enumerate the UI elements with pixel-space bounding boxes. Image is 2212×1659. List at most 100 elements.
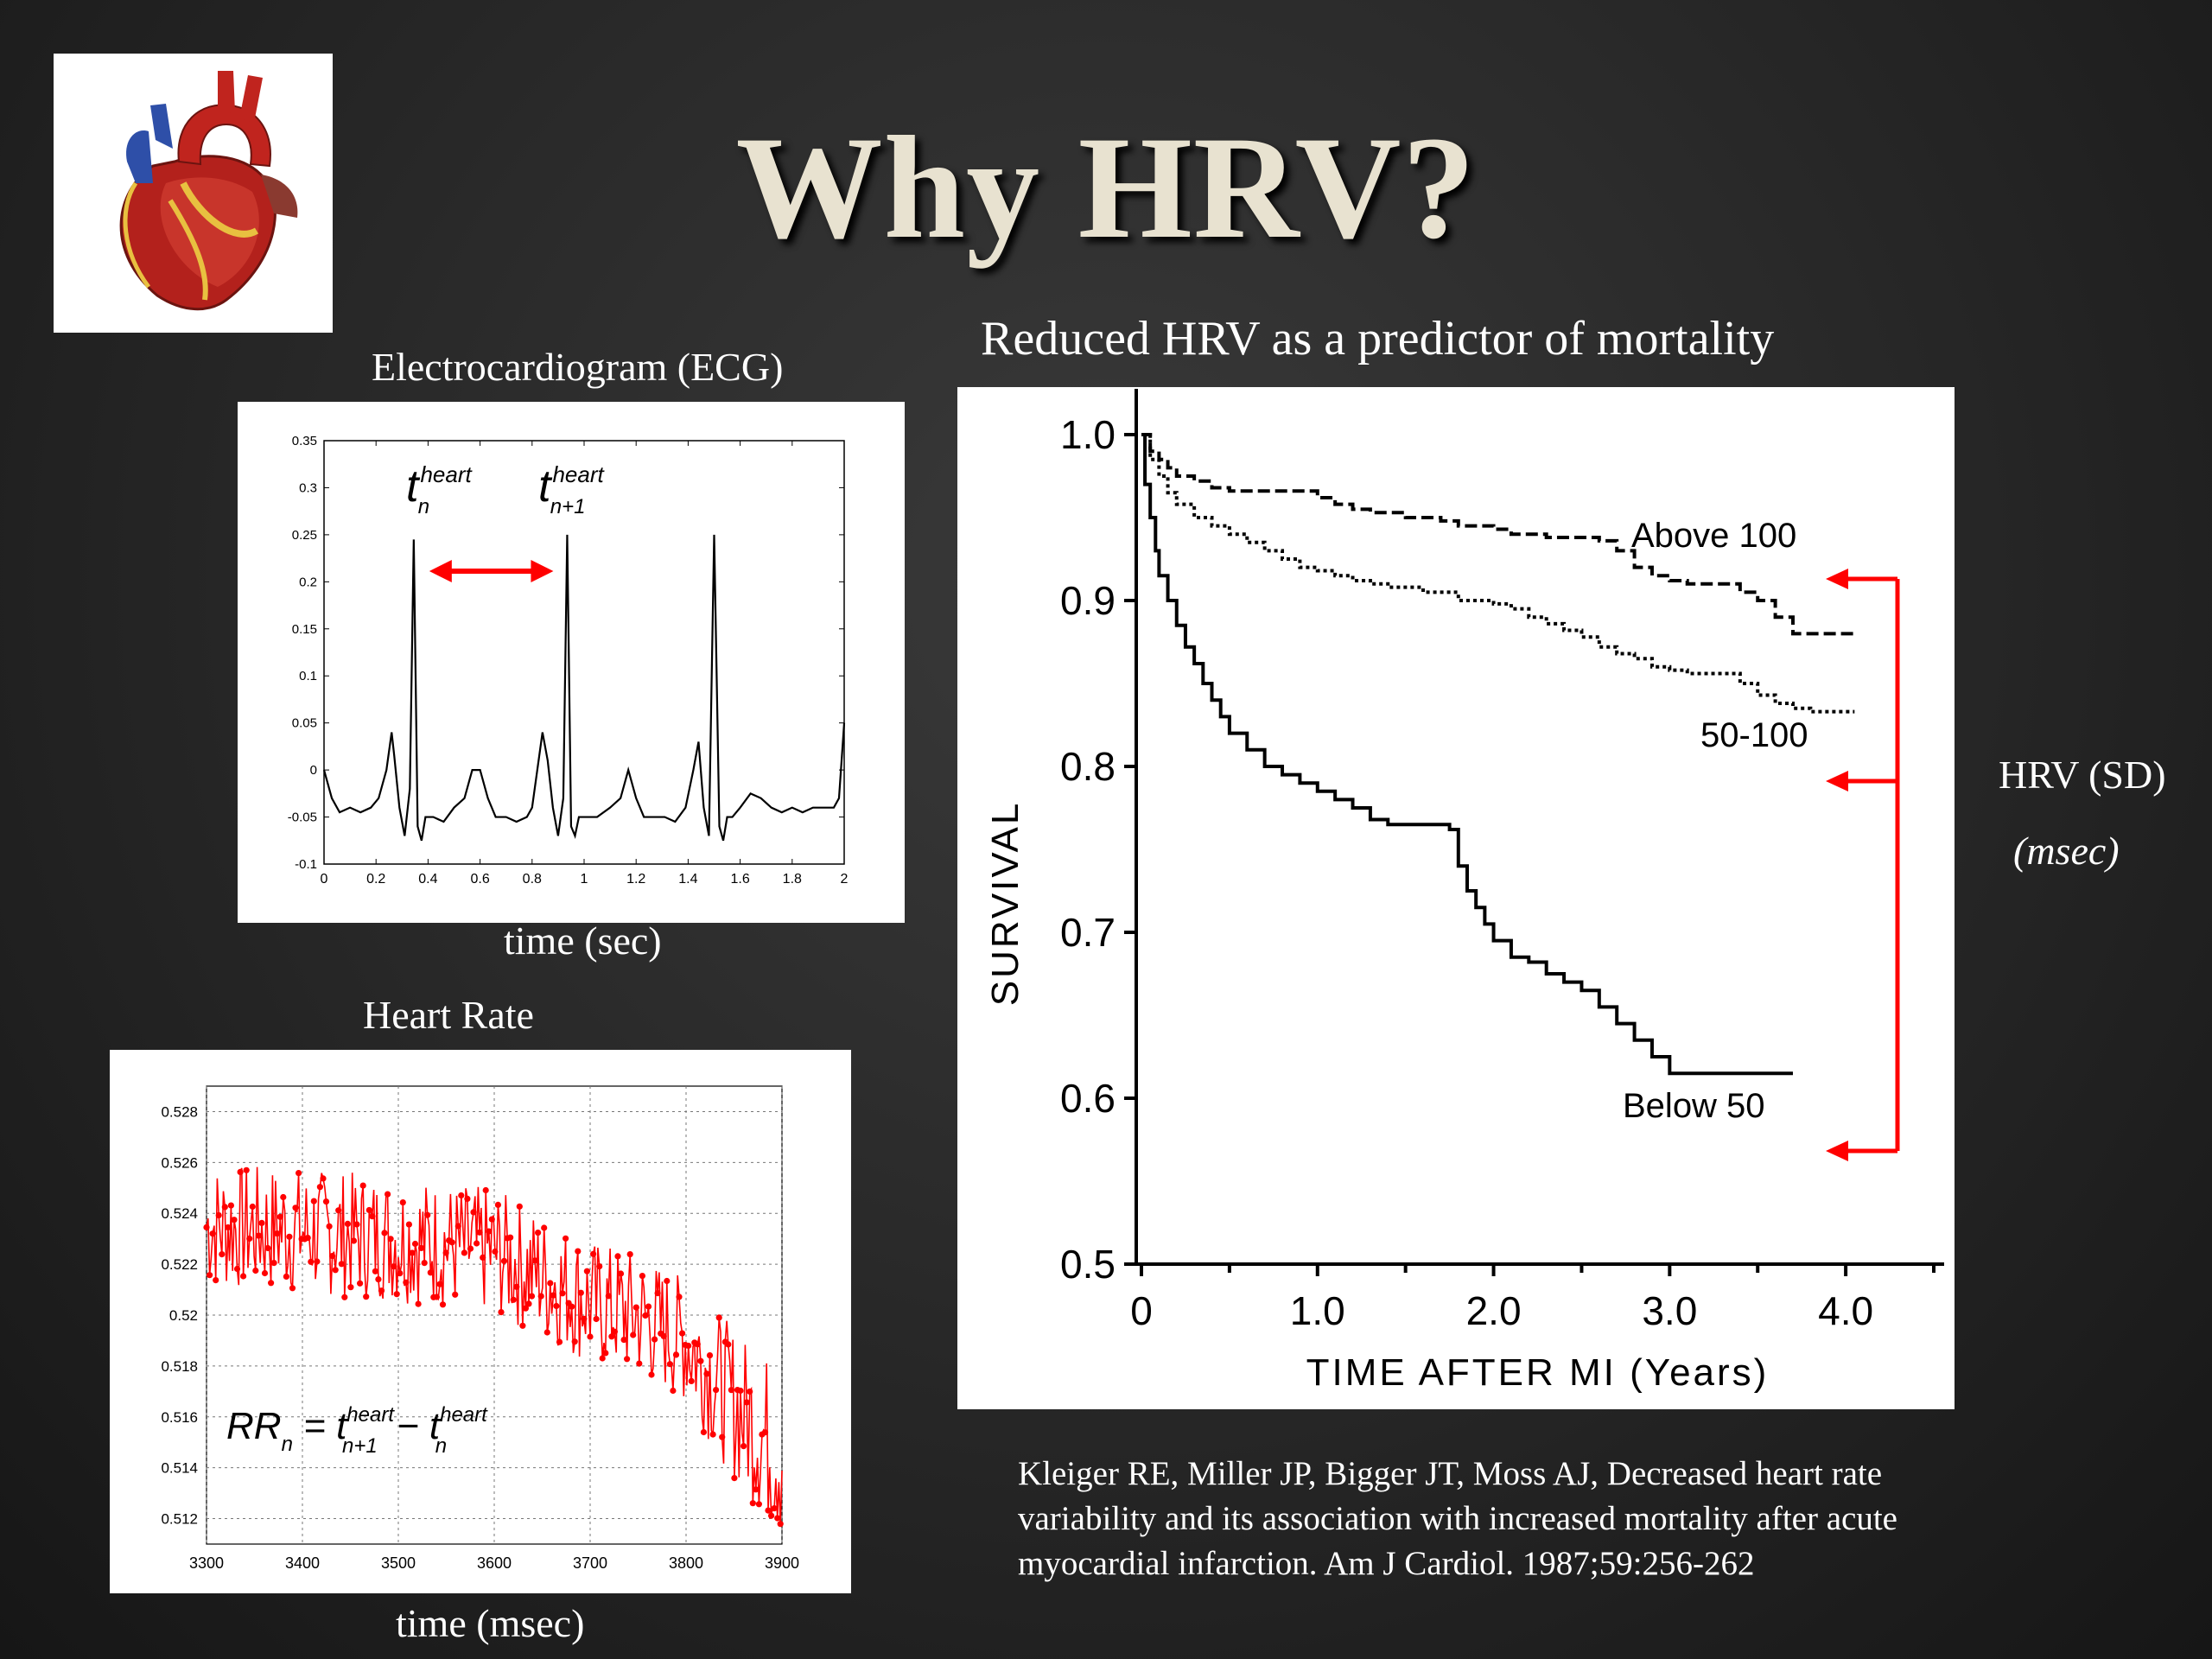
rr-series-point — [322, 1198, 330, 1205]
rr-series-point — [310, 1198, 317, 1205]
rr-series-point — [706, 1352, 714, 1359]
rr-series-point — [519, 1322, 526, 1329]
rr-series-point — [507, 1234, 514, 1241]
rr-series-point — [403, 1279, 410, 1286]
rr-series-point — [587, 1333, 594, 1340]
hr-x-tick-label: 3300 — [189, 1554, 224, 1572]
rr-series-point — [676, 1294, 683, 1300]
rr-series-point — [688, 1377, 695, 1384]
ecg-x-tick-label: 0.8 — [523, 872, 542, 887]
rr-series-point — [624, 1356, 631, 1363]
formula-lhs: RR — [226, 1405, 282, 1447]
rr-series-point — [243, 1166, 250, 1173]
rr-series-point — [258, 1219, 265, 1226]
hrv-bracket-arrow-head — [1826, 569, 1848, 589]
ecg-y-tick-label: 0.25 — [292, 528, 317, 543]
rr-series-point — [283, 1273, 289, 1280]
ecg-x-tick-label: 1.2 — [626, 872, 645, 887]
rr-series-point — [500, 1257, 508, 1264]
formula-sub2: n — [435, 1434, 447, 1458]
hr-y-tick-label: 0.514 — [161, 1460, 198, 1477]
km-y-axis-label: SURVIVAL — [984, 801, 1027, 1007]
rr-series-point — [409, 1249, 416, 1256]
rr-series-point — [614, 1253, 621, 1260]
rr-series-point — [590, 1250, 597, 1257]
rr-series-point — [492, 1248, 499, 1255]
rr-series-point — [237, 1168, 244, 1175]
rr-series-point — [569, 1303, 575, 1310]
km-y-tick-label: 0.5 — [1060, 1242, 1116, 1287]
hr-x-tick-label: 3400 — [285, 1554, 320, 1572]
km-y-tick-label: 0.9 — [1060, 578, 1116, 623]
rr-series-point — [452, 1291, 459, 1298]
hr-y-tick-label: 0.524 — [161, 1205, 198, 1222]
rr-series-point — [448, 1239, 455, 1246]
rr-series-point — [608, 1333, 615, 1340]
tn1-sup: heart — [552, 461, 605, 487]
rr-series-point — [486, 1228, 493, 1235]
ecg-y-tick-label: 0.2 — [299, 575, 317, 589]
rr-series-point — [547, 1280, 554, 1287]
rr-series-point — [743, 1399, 750, 1406]
rr-series-point — [240, 1273, 247, 1280]
rr-series-point — [249, 1203, 256, 1211]
ecg-caption: Electrocardiogram (ECG) — [372, 345, 784, 389]
rr-series-point — [378, 1287, 385, 1294]
rr-series-point — [636, 1360, 643, 1367]
rr-series-point — [513, 1283, 520, 1290]
rr-series-point — [642, 1312, 649, 1319]
ecg-y-tick-label: 0.35 — [292, 434, 317, 448]
hrv-bracket-arrow-head — [1826, 771, 1848, 791]
rr-series-point — [255, 1232, 262, 1239]
tn-sub: n — [418, 495, 429, 518]
rr-series-point — [264, 1244, 271, 1252]
km-series-dashed — [1141, 433, 1855, 636]
rr-series-point — [375, 1276, 382, 1283]
heart-icon — [54, 54, 333, 333]
ecg-x-tick-label: 1.6 — [730, 872, 749, 887]
rr-series-point — [522, 1305, 529, 1312]
rr-series-point — [347, 1284, 354, 1291]
rr-series-point — [365, 1206, 372, 1214]
rr-series-point — [630, 1332, 637, 1338]
rr-series-point — [559, 1290, 566, 1297]
ecg-y-tick-label: 0.3 — [299, 480, 317, 495]
rr-series-point — [316, 1184, 323, 1191]
ecg-x-tick-label: 2 — [841, 872, 849, 887]
rr-series-point — [215, 1211, 222, 1219]
rr-series-point — [528, 1293, 536, 1300]
rr-series-point — [359, 1182, 366, 1189]
km-x-axis-label: TIME AFTER MI (Years) — [1306, 1351, 1770, 1394]
hr-y-tick-label: 0.52 — [169, 1307, 198, 1324]
rr-series-point — [596, 1263, 603, 1270]
rr-series-point — [233, 1265, 241, 1273]
ecg-chart: 0 0.2 0.4 0.6 0.8 1 1.2 1.4 1.6 1.8 2 -0.1 -0.05 0 0.0… — [238, 402, 905, 923]
rr-series-point — [516, 1203, 523, 1210]
rr-series-point — [626, 1251, 633, 1258]
rr-series-point — [276, 1213, 283, 1220]
rr-series-point — [749, 1500, 756, 1507]
rr-series-point — [381, 1230, 388, 1236]
rr-series-point — [685, 1342, 692, 1350]
rr-series-point — [461, 1249, 467, 1256]
tn1-main: t — [538, 461, 553, 512]
rr-series-point — [225, 1224, 232, 1231]
rr-series-point — [605, 1293, 612, 1300]
km-x-tick-label: 1.0 — [1290, 1288, 1345, 1333]
rr-series-point — [203, 1224, 210, 1230]
hr-y-tick-label: 0.512 — [161, 1511, 198, 1528]
rr-series-point — [731, 1475, 738, 1482]
km-series-dotted — [1141, 433, 1855, 714]
formula-minus: − t — [386, 1405, 442, 1447]
rr-series-point — [652, 1336, 658, 1343]
rr-series-point — [292, 1205, 299, 1211]
rr-series-point — [645, 1303, 652, 1310]
km-y-tick-label: 0.8 — [1060, 744, 1116, 789]
km-label-below-50: Below 50 — [1623, 1087, 1765, 1125]
ecg-x-tick-label: 0.6 — [470, 872, 489, 887]
hr-y-tick-label: 0.518 — [161, 1358, 198, 1375]
rr-series-point — [314, 1258, 321, 1265]
rr-series-point — [246, 1235, 253, 1243]
rr-series-point — [427, 1269, 434, 1276]
km-y-tick-label: 0.6 — [1060, 1076, 1116, 1121]
